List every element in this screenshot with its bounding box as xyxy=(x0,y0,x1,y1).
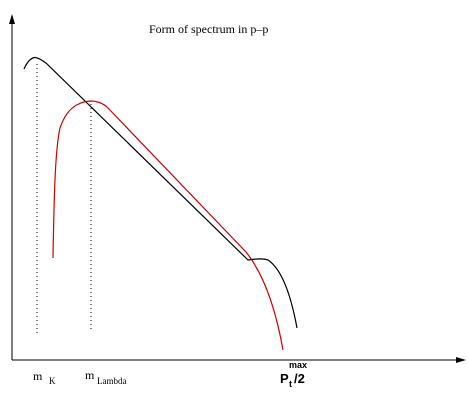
m-k-label-base: m xyxy=(33,369,43,383)
pt-max-label-sup: max xyxy=(289,360,307,370)
pt-max-label-sub: t xyxy=(289,379,292,389)
m-lambda-label-base: m xyxy=(85,368,95,382)
pt-max-label-suffix: /2 xyxy=(294,371,305,386)
black-spectrum-curve xyxy=(23,56,298,329)
pt-max-label-base: P xyxy=(280,371,289,386)
m-k-label-subscript: K xyxy=(49,376,56,386)
m-lambda-label-subscript: Lambda xyxy=(97,376,127,386)
pt-max-label: max P t /2 xyxy=(280,360,307,389)
red-spectrum-curve xyxy=(52,100,284,351)
y-axis-arrowhead xyxy=(9,14,15,24)
axes xyxy=(9,14,466,363)
m-k-label: m K xyxy=(33,369,56,386)
m-lambda-label: m Lambda xyxy=(85,368,127,386)
x-axis-arrowhead xyxy=(456,357,466,363)
diagram-title: Form of spectrum in p–p xyxy=(149,22,268,36)
